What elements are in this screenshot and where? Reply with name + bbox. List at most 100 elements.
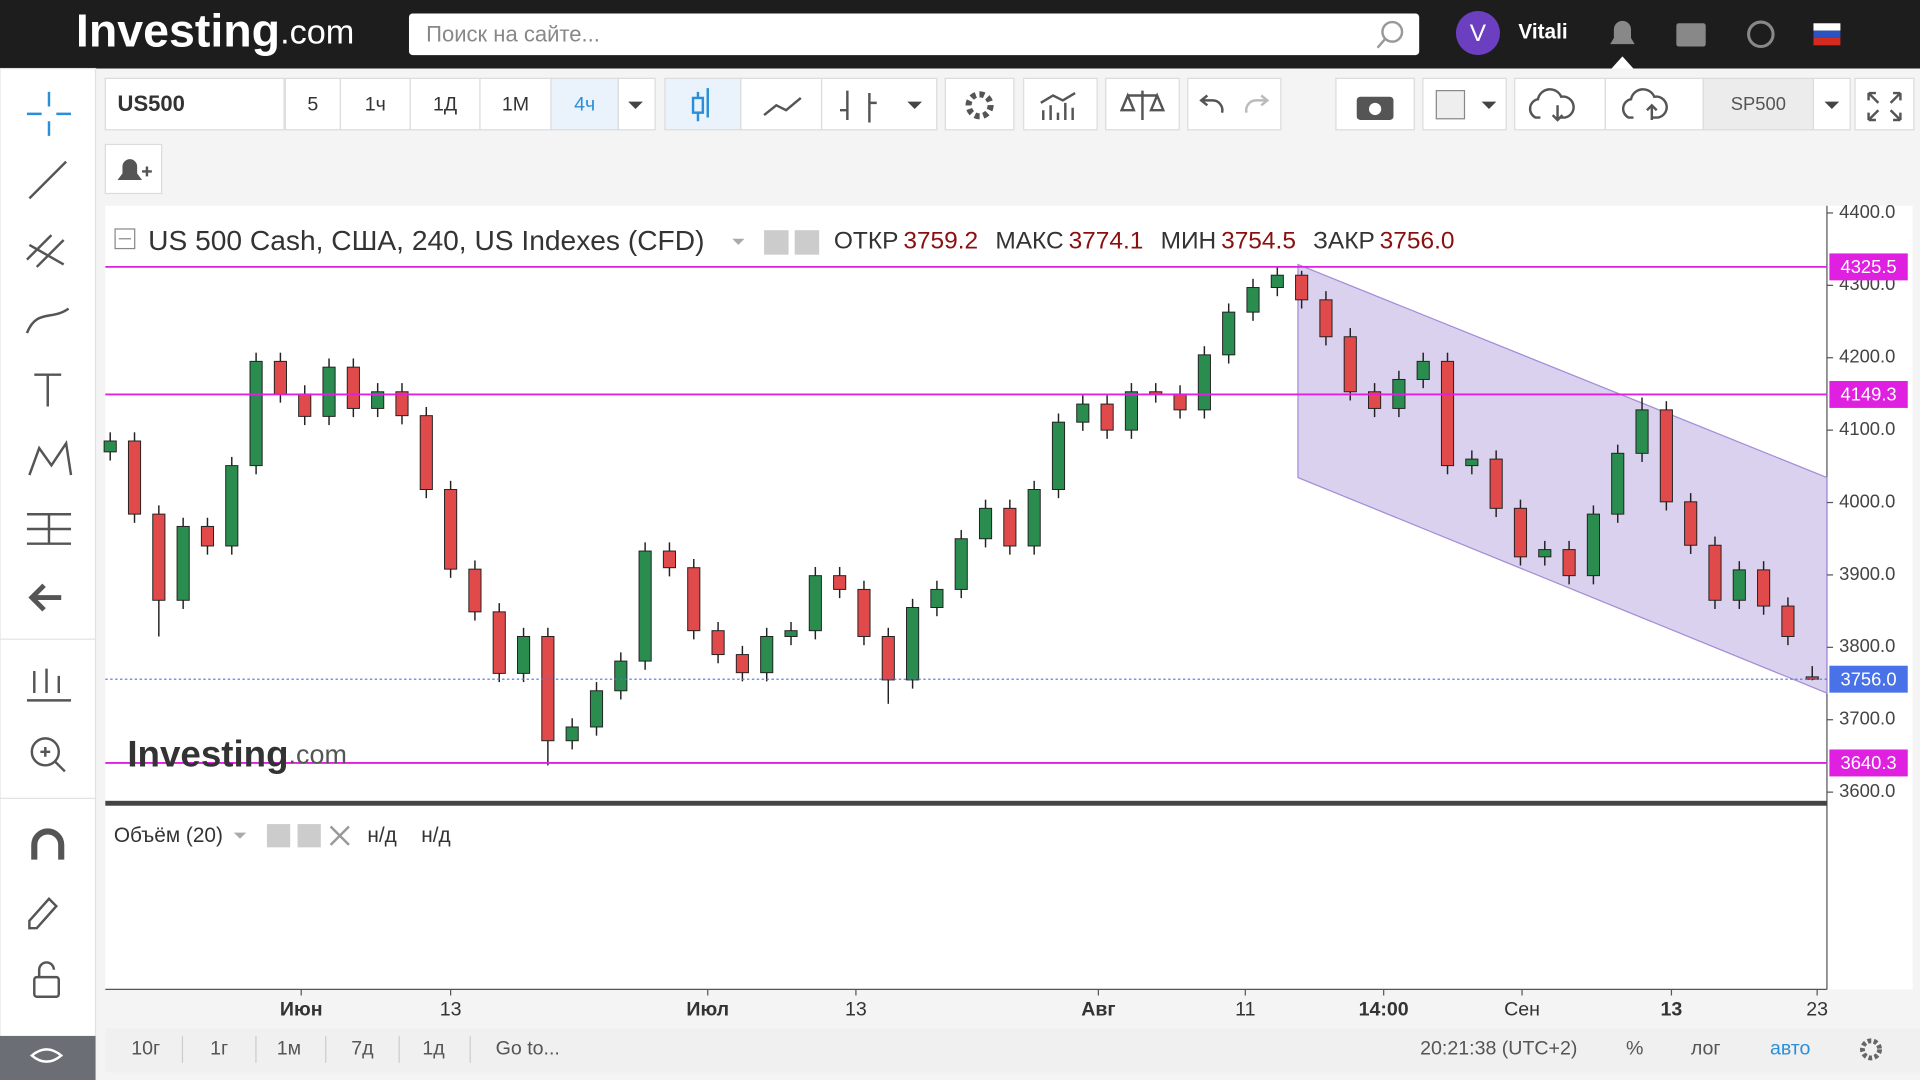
search-box[interactable] — [408, 13, 1420, 56]
logo-main[interactable]: Investing — [76, 5, 280, 57]
candle-body — [1562, 549, 1576, 577]
interval-button[interactable] — [409, 77, 481, 131]
chart-area — [105, 205, 1827, 990]
flag-white[interactable] — [1813, 23, 1841, 31]
interval-label[interactable]: 1ч — [365, 93, 386, 115]
scale-option[interactable]: авто — [1770, 1038, 1811, 1060]
fib-tool[interactable] — [26, 234, 65, 268]
interval-label[interactable]: 1М — [502, 93, 529, 115]
caret — [732, 238, 745, 245]
candle-body — [1124, 391, 1138, 431]
fullscreen-icon — [1867, 91, 1902, 122]
flag-blue — [1813, 30, 1841, 38]
interval-label[interactable]: 4ч — [574, 93, 595, 115]
candle-body — [516, 635, 531, 674]
interval-button[interactable] — [339, 77, 411, 131]
clock-icon[interactable] — [1747, 20, 1775, 49]
avatar-letter[interactable]: V — [1470, 20, 1487, 47]
fullscreen-button[interactable] — [1854, 77, 1915, 131]
range-button[interactable]: 7д — [351, 1038, 374, 1060]
save-button[interactable] — [1604, 77, 1704, 131]
settings-icon[interactable] — [794, 230, 820, 255]
compare-button[interactable] — [1105, 77, 1180, 131]
indicators-button[interactable] — [1023, 77, 1098, 131]
candle-body — [565, 726, 579, 742]
pattern-tool[interactable] — [28, 439, 73, 476]
lock-drawing-tool[interactable] — [28, 896, 59, 930]
symbol-box[interactable] — [104, 77, 285, 131]
interval-label[interactable]: 1Д — [433, 93, 457, 115]
brush-tool[interactable] — [25, 307, 70, 334]
candle-body — [103, 440, 117, 453]
open-label: ОТКР — [834, 228, 899, 255]
ohlc-legend: ОТКР 3759.2 МАКС 3774.1 МИН 3754.5 ЗАКР 3756.0 — [834, 228, 1455, 255]
flag-red — [1813, 37, 1841, 46]
y-tick-label: 3600.0 — [1839, 780, 1895, 801]
candle-body — [662, 550, 677, 569]
avatar[interactable] — [1455, 11, 1500, 56]
candle-body — [1222, 311, 1236, 356]
symbol-right[interactable]: SP500 — [1731, 93, 1786, 114]
search-placeholder[interactable]: Поиск на сайте... — [426, 21, 600, 46]
line-button[interactable] — [740, 77, 823, 131]
price-tag — [1829, 749, 1908, 777]
candle-body — [1781, 605, 1795, 637]
candle-body — [638, 550, 652, 662]
alert-button[interactable] — [104, 143, 163, 195]
lock-tool[interactable] — [33, 975, 60, 998]
interval-button[interactable] — [284, 77, 342, 131]
visibility-tool[interactable] — [0, 1035, 96, 1080]
interval-label[interactable]: 5 — [307, 93, 318, 115]
scale-option[interactable]: лог — [1691, 1038, 1721, 1060]
hide-icon[interactable] — [266, 824, 291, 848]
compare-icon — [1119, 90, 1166, 120]
bell-icon[interactable] — [1610, 20, 1635, 45]
candle-body — [444, 489, 458, 570]
range-button[interactable]: 1д — [422, 1038, 445, 1060]
candle-body — [589, 690, 604, 728]
user-name[interactable]: Vitali — [1518, 21, 1567, 44]
price-tag — [1829, 665, 1908, 693]
hide-icon[interactable] — [764, 230, 789, 255]
x-tick-label: 13 — [845, 998, 867, 1020]
symbol[interactable]: US500 — [118, 91, 185, 116]
range-button[interactable]: 1г — [210, 1038, 228, 1060]
camera-lens — [1368, 102, 1382, 116]
collapse-tool[interactable] — [28, 583, 62, 612]
range-button[interactable]: Go to... — [496, 1038, 560, 1060]
undo-redo[interactable] — [1187, 77, 1282, 131]
template-tool[interactable] — [26, 668, 72, 702]
close-icon[interactable] — [329, 825, 350, 846]
candle-body — [346, 366, 360, 409]
portfolio-icon[interactable] — [1676, 23, 1706, 47]
trend-channel[interactable] — [1297, 263, 1828, 694]
load-button[interactable] — [1514, 77, 1606, 131]
logo[interactable]: Investing.com — [76, 5, 354, 57]
crosshair-tool[interactable] — [26, 91, 72, 136]
x-axis: Июн 13 Июл 13 Авг 11 14:00 Сен 13 23 — [280, 989, 1828, 1020]
candle-body — [1757, 569, 1771, 607]
candle-body — [687, 567, 701, 632]
text-tool[interactable] — [34, 373, 62, 407]
candle-body — [1732, 569, 1746, 601]
trendline-tool[interactable] — [28, 160, 67, 200]
range-button[interactable]: 10г — [131, 1038, 160, 1060]
candle-body — [833, 575, 847, 590]
measure-tool[interactable] — [26, 513, 72, 545]
zoom-tool[interactable] — [30, 737, 60, 767]
logo-suffix[interactable]: .com — [280, 13, 354, 51]
settings-icon[interactable] — [297, 824, 321, 848]
candle-body — [249, 360, 263, 467]
y-tick-label: 4000.0 — [1839, 490, 1895, 511]
magnet-tool[interactable] — [31, 828, 65, 860]
search-icon[interactable] — [1381, 20, 1404, 43]
volume-value: н/д — [421, 824, 450, 847]
scale-option[interactable]: % — [1626, 1038, 1643, 1060]
settings-button[interactable] — [944, 77, 1015, 131]
candle-body — [541, 635, 555, 742]
candle-body — [1684, 501, 1698, 546]
collapse-box[interactable] — [114, 228, 136, 250]
line-icon — [763, 97, 802, 117]
range-button[interactable]: 1м — [277, 1038, 301, 1060]
